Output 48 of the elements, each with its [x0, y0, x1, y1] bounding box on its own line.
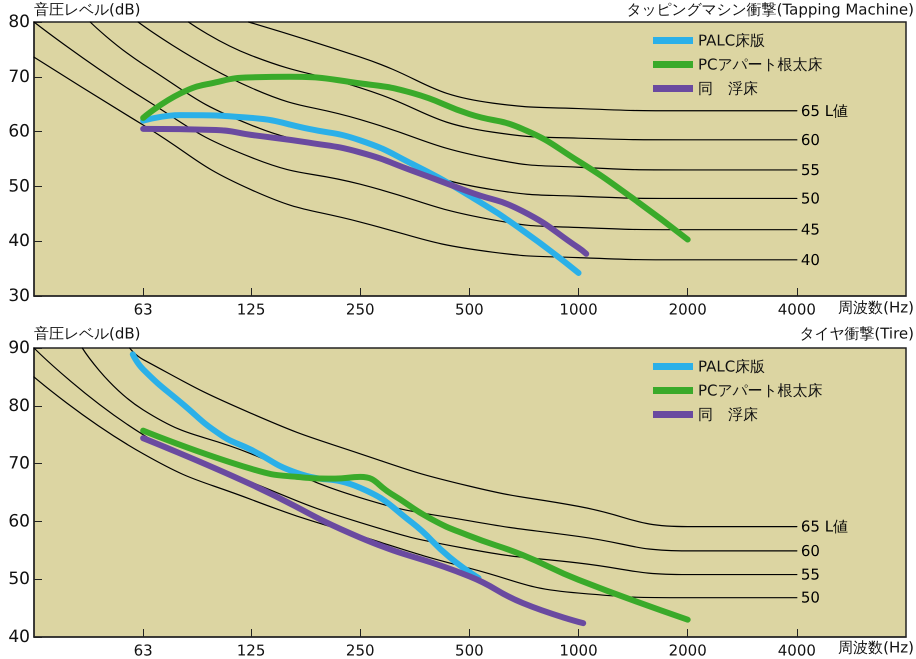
x-tick-label: 1000 — [559, 642, 598, 659]
y-axis-title: 音圧レベル(dB) — [34, 0, 141, 18]
x-tick-label: 4000 — [778, 642, 816, 659]
y-tick-label: 30 — [8, 286, 30, 306]
y-tick-label: 50 — [8, 176, 30, 196]
series-label: 65 L値 — [800, 102, 848, 120]
series-label: 50 — [800, 189, 820, 208]
legend-label: PALC床版 — [698, 32, 766, 50]
x-axis-title: 周波数(Hz) — [838, 638, 914, 656]
series-label: 60 — [800, 130, 820, 149]
series-label: 50 — [800, 588, 820, 607]
legend-label: 同 浮床 — [698, 406, 758, 424]
x-tick-label: 1000 — [559, 300, 598, 318]
y-tick-label: 70 — [8, 66, 30, 87]
y-tick-label: 60 — [8, 122, 30, 142]
y-axis-title: 音圧レベル(dB) — [34, 324, 141, 342]
x-axis-title: 周波数(Hz) — [838, 298, 914, 316]
series-label: 55 — [800, 160, 820, 179]
series-label: 55 — [800, 566, 820, 584]
x-tick-label: 500 — [455, 642, 484, 659]
series-label: 65 L値 — [800, 518, 848, 536]
series-label: 45 — [800, 220, 820, 239]
legend-label: PALC床版 — [698, 358, 766, 376]
chart-title: タイヤ衝撃(Tire) — [799, 324, 914, 342]
y-tick-label: 40 — [8, 627, 30, 647]
y-tick-label: 40 — [8, 231, 30, 252]
y-tick-label: 70 — [8, 454, 30, 474]
y-tick-label: 90 — [8, 338, 30, 358]
legend-label: PCアパート根太床 — [698, 56, 823, 74]
x-tick-label: 4000 — [778, 300, 816, 318]
legend-label: 同 浮床 — [698, 80, 758, 98]
y-tick-label: 80 — [8, 396, 30, 416]
x-tick-label: 2000 — [668, 642, 707, 659]
x-tick-label: 63 — [134, 300, 153, 318]
x-tick-label: 63 — [134, 642, 153, 659]
chart-title: タッピングマシン衝撃(Tapping Machine) — [626, 0, 914, 18]
series-label: 60 — [800, 542, 820, 560]
y-tick-label: 50 — [8, 569, 30, 590]
x-tick-label: 2000 — [668, 300, 707, 318]
x-tick-label: 125 — [236, 300, 266, 318]
y-tick-label: 60 — [8, 511, 30, 532]
x-tick-label: 250 — [346, 642, 375, 659]
x-tick-label: 250 — [346, 300, 375, 318]
x-tick-label: 500 — [455, 300, 484, 318]
x-tick-label: 125 — [236, 642, 266, 659]
legend-label: PCアパート根太床 — [698, 382, 823, 400]
series-label: 40 — [800, 250, 820, 269]
y-tick-label: 80 — [8, 12, 30, 32]
